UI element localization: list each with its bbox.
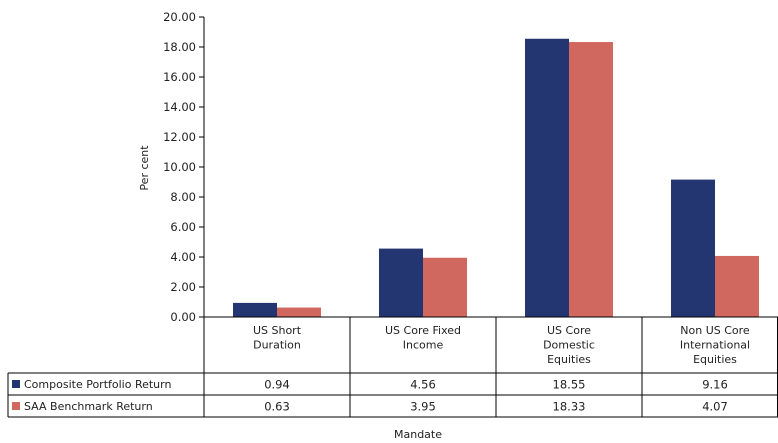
y-tick-label: 10.00 <box>163 160 196 174</box>
y-tick-label: 12.00 <box>163 130 196 144</box>
bars <box>233 38 759 318</box>
bar-composite-1 <box>379 248 423 317</box>
y-tick-label: 0.00 <box>170 310 196 324</box>
data-label: 0.94 <box>264 378 290 392</box>
y-tick-label: 8.00 <box>170 190 196 204</box>
legend-swatch <box>12 402 20 410</box>
category-label: Non US Core International Equities <box>680 324 750 366</box>
bar-composite-2 <box>525 38 569 317</box>
category-label: US Core Fixed Income <box>385 324 461 352</box>
data-label: 18.55 <box>553 378 586 392</box>
bar-benchmark-2 <box>569 42 613 318</box>
bar-benchmark-3 <box>715 255 759 317</box>
data-label: 18.33 <box>553 400 586 414</box>
data-label: 0.63 <box>264 400 290 414</box>
y-tick-label: 16.00 <box>163 70 196 84</box>
data-label: 4.56 <box>410 378 436 392</box>
data-label: 3.95 <box>410 400 436 414</box>
category-label: US Core Domestic Equities <box>543 324 595 366</box>
data-table: US Short Duration US Core Fixed Income US Co… <box>7 316 778 418</box>
legend-label: SAA Benchmark Return <box>24 400 153 413</box>
y-tick-label: 18.00 <box>163 40 196 54</box>
y-tick-label: 2.00 <box>170 280 196 294</box>
y-tick-label: 6.00 <box>170 220 196 234</box>
legend-swatch <box>12 380 20 388</box>
x-axis-label: Mandate <box>394 428 442 441</box>
y-tick-label: 4.00 <box>170 250 196 264</box>
bar-benchmark-1 <box>423 257 467 317</box>
data-label: 4.07 <box>702 400 728 414</box>
y-tick-label: 20.00 <box>163 10 196 24</box>
y-axis: 0.00 2.00 4.00 6.00 8.00 10.00 12.00 14.00 16.00… <box>163 10 205 324</box>
bar-benchmark-0 <box>277 307 321 317</box>
category-label: US Short Duration <box>253 324 302 352</box>
bar-composite-3 <box>671 179 715 317</box>
y-tick-label: 14.00 <box>163 100 196 114</box>
legend-label: Composite Portfolio Return <box>24 378 171 391</box>
data-label: 9.16 <box>702 378 728 392</box>
y-axis-label: Per cent <box>138 145 151 191</box>
bar-composite-0 <box>233 302 277 317</box>
